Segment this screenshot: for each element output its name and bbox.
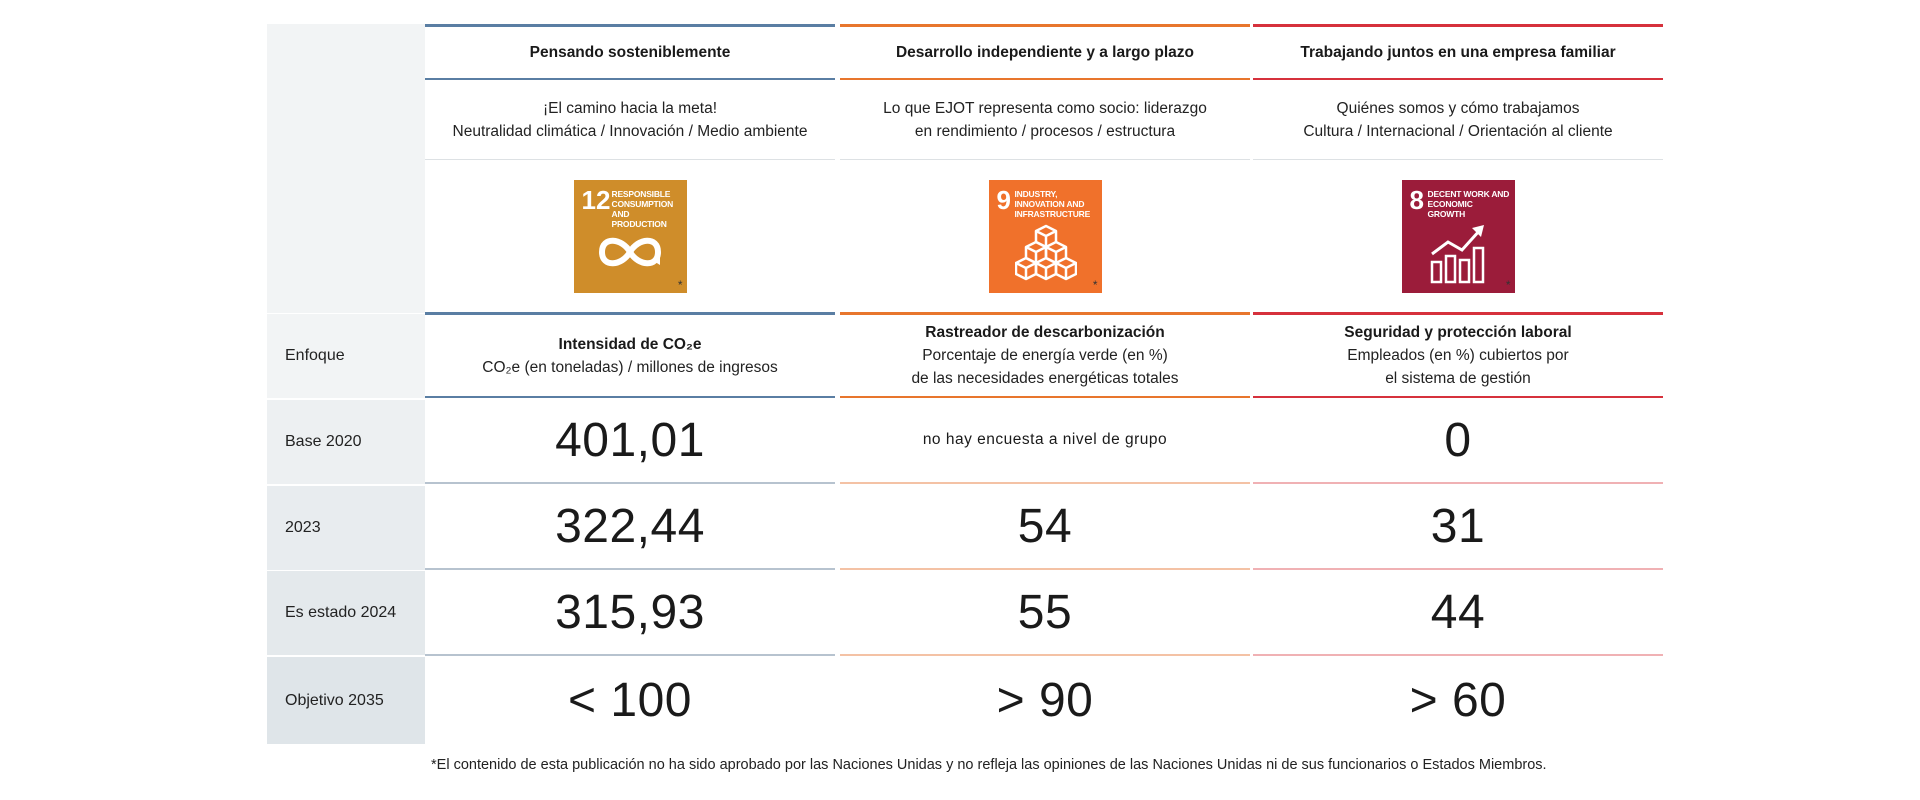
value-target: < 100: [568, 673, 692, 727]
footnote: *El contenido de esta publicación no ha …: [431, 757, 1547, 773]
sdg-12-badge: 12 RESPONSIBLE CONSUMPTION AND PRODUCTIO…: [573, 180, 687, 293]
sdg-star: *: [677, 278, 683, 292]
focus-cell: Rastreador de descarbonización Porcentaj…: [840, 312, 1250, 398]
column-header: Desarrollo independiente y a largo plazo: [840, 24, 1250, 80]
value-status: 315,93: [425, 570, 835, 656]
value-target: > 60: [1409, 673, 1507, 727]
sdg-number: 9: [996, 185, 1011, 215]
focus-title: Rastreador de descarbonización: [925, 324, 1165, 341]
infinity-icon: [598, 237, 661, 267]
row-label-status: Es estado 2024: [267, 571, 425, 655]
focus-line: Porcentaje de energía verde (en %): [922, 347, 1168, 364]
sdg-title: RESPONSIBLE CONSUMPTION AND PRODUCTION: [611, 189, 674, 229]
value-target: > 90: [996, 673, 1094, 727]
value-2023: 31: [1253, 484, 1663, 570]
focus-cell: Seguridad y protección laboral Empleados…: [1253, 312, 1663, 398]
value-base: 401,01: [425, 398, 835, 484]
sdg-cell: 9 INDUSTRY, INNOVATION AND INFRASTRUCTUR…: [840, 160, 1250, 313]
subtitle-line: Cultura / Internacional / Orientación al…: [1303, 122, 1613, 140]
focus-line: de las necesidades energéticas totales: [911, 370, 1179, 387]
subtitle-line: en rendimiento / procesos / estructura: [914, 122, 1176, 140]
kpi-table: Enfoque Base 2020 2023 Es estado 2024 Ob…: [267, 24, 1663, 744]
sdg-title: INDUSTRY, INNOVATION AND INFRASTRUCTURE: [1014, 189, 1091, 219]
column-sustainability: Pensando sosteniblemente ¡El camino haci…: [425, 24, 835, 744]
focus-line: el sistema de gestión: [1385, 370, 1531, 387]
sdg-number: 8: [1409, 185, 1424, 215]
column-header: Pensando sosteniblemente: [425, 24, 835, 80]
focus-line: CO₂e (en toneladas) / millones de ingres…: [482, 358, 778, 376]
value-2023: 54: [840, 484, 1250, 570]
sdg-star: *: [1092, 278, 1098, 292]
sdg-cell: 12 RESPONSIBLE CONSUMPTION AND PRODUCTIO…: [425, 160, 835, 313]
column-subtitle: Lo que EJOT representa como socio: lider…: [840, 80, 1250, 160]
sdg-8-badge: 8 DECENT WORK AND ECONOMIC GROWTH *: [1401, 180, 1515, 293]
focus-title: Seguridad y protección laboral: [1344, 324, 1572, 341]
row-label-base: Base 2020: [267, 400, 425, 484]
sdg-cell: 8 DECENT WORK AND ECONOMIC GROWTH *: [1253, 160, 1663, 313]
label-blank-cell: [267, 24, 425, 313]
sdg-title: DECENT WORK AND ECONOMIC GROWTH: [1427, 189, 1510, 219]
row-label-2023: 2023: [267, 486, 425, 570]
column-development: Desarrollo independiente y a largo plazo…: [840, 24, 1250, 744]
value-status: 44: [1253, 570, 1663, 656]
row-label-focus: Enfoque: [267, 314, 425, 398]
value-status: 55: [840, 570, 1250, 656]
value-base: 0: [1253, 398, 1663, 484]
subtitle-line: ¡El camino hacia la meta!: [542, 99, 718, 117]
column-family-business: Trabajando juntos en una empresa familia…: [1253, 24, 1663, 744]
subtitle-line: Lo que EJOT representa como socio: lider…: [883, 99, 1207, 117]
column-subtitle: ¡El camino hacia la meta! Neutralidad cl…: [425, 80, 835, 160]
row-labels: Enfoque Base 2020 2023 Es estado 2024 Ob…: [267, 24, 425, 744]
sdg-star: *: [1505, 278, 1511, 292]
column-header: Trabajando juntos en una empresa familia…: [1253, 24, 1663, 80]
growth-chart-icon: [1430, 225, 1484, 284]
value-2023: 322,44: [425, 484, 835, 570]
column-subtitle: Quiénes somos y cómo trabajamos Cultura …: [1253, 80, 1663, 160]
subtitle-line: Quiénes somos y cómo trabajamos: [1336, 99, 1580, 117]
focus-cell: Intensidad de CO₂e CO₂e (en toneladas) /…: [425, 312, 835, 398]
value-base: no hay encuesta a nivel de grupo: [840, 398, 1250, 484]
row-label-target: Objetivo 2035: [267, 657, 425, 744]
focus-title: Intensidad de CO₂e: [558, 335, 702, 353]
cubes-icon: [1014, 224, 1077, 281]
subtitle-line: Neutralidad climática / Innovación / Med…: [452, 122, 808, 140]
sdg-number: 12: [581, 185, 611, 215]
focus-line: Empleados (en %) cubiertos por: [1347, 347, 1569, 364]
sdg-9-badge: 9 INDUSTRY, INNOVATION AND INFRASTRUCTUR…: [988, 180, 1102, 293]
